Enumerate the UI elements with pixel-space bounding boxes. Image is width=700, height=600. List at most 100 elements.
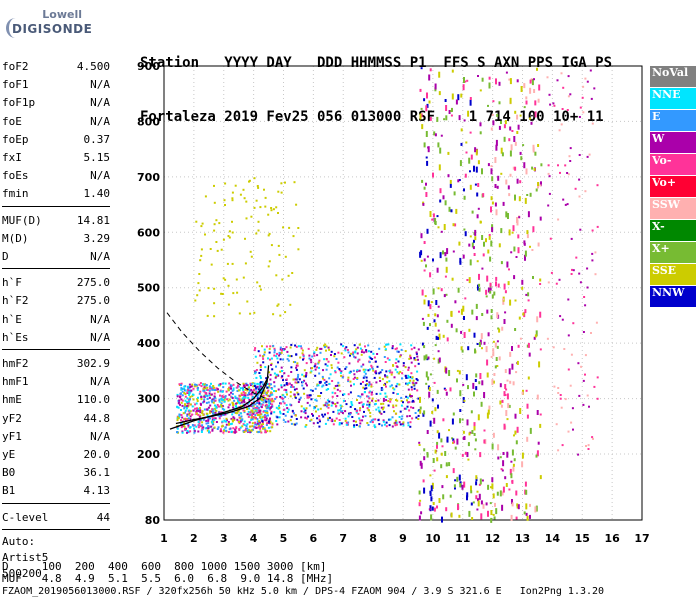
echo-point: [207, 418, 210, 421]
echo-point: [348, 362, 351, 365]
echo-point: [212, 388, 215, 391]
echo-point: [199, 382, 202, 385]
echo-point: [308, 354, 311, 357]
echo-point: [434, 313, 437, 317]
echo-point: [429, 211, 432, 217]
echo-point: [279, 395, 282, 398]
echo-point: [433, 357, 436, 360]
echo-point: [570, 353, 573, 356]
param-value: 14.81: [76, 213, 110, 227]
echo-point: [399, 410, 402, 413]
echo-point: [263, 427, 266, 430]
echo-point: [494, 502, 496, 507]
echo-point: [213, 386, 215, 389]
echo-point: [494, 342, 497, 348]
echo-point: [385, 385, 387, 388]
echo-point: [277, 190, 280, 193]
echo-point: [414, 365, 417, 368]
echo-point: [487, 484, 490, 490]
echo-point: [475, 481, 478, 486]
echo-point: [270, 406, 273, 408]
echo-point: [233, 418, 236, 421]
echo-point: [439, 199, 442, 203]
echo-point: [197, 424, 200, 427]
echo-point: [448, 462, 451, 467]
echo-point: [310, 398, 313, 401]
param-value: 44.8: [83, 411, 111, 425]
echo-point: [360, 365, 363, 368]
echo-point: [308, 394, 311, 397]
echo-point: [596, 376, 599, 379]
echo-point: [258, 387, 261, 390]
echo-point: [464, 297, 467, 300]
echo-point: [584, 190, 587, 193]
echo-point: [337, 409, 340, 412]
echo-point: [228, 422, 230, 425]
echo-point: [425, 105, 428, 112]
echo-point: [384, 348, 387, 351]
echo-point: [188, 393, 191, 396]
echo-point: [353, 424, 356, 427]
auto-scaling-line: Artist5: [2, 550, 49, 564]
echo-point: [257, 186, 260, 189]
echo-point: [234, 428, 237, 431]
dashed-model-curve: [166, 312, 269, 401]
echo-point: [266, 407, 268, 410]
echo-point: [578, 272, 581, 275]
echo-point: [344, 410, 347, 413]
echo-point: [282, 419, 285, 422]
echo-point: [546, 76, 549, 79]
echo-point: [518, 216, 521, 219]
echo-point: [382, 399, 385, 402]
echo-point: [201, 412, 204, 414]
param-value: 302.9: [76, 357, 110, 370]
echo-point: [228, 393, 231, 396]
echo-point: [591, 252, 594, 255]
echo-point: [380, 412, 383, 415]
echo-point: [316, 383, 319, 386]
echo-point: [502, 460, 505, 467]
echo-point: [259, 409, 262, 412]
echo-point: [202, 383, 205, 386]
echo-point: [269, 358, 271, 361]
echo-point: [552, 102, 555, 105]
echo-point: [426, 452, 429, 455]
echo-point: [338, 369, 341, 372]
echo-point: [469, 99, 472, 106]
echo-point: [186, 422, 189, 425]
auto-scaling-line: Auto:: [2, 534, 36, 548]
echo-point: [314, 374, 317, 377]
echo-point: [245, 382, 248, 385]
echo-point: [502, 298, 505, 305]
echo-point: [183, 418, 186, 421]
echo-point: [487, 287, 490, 293]
echo-point: [444, 200, 447, 206]
echo-point: [436, 215, 439, 218]
echo-point: [489, 290, 492, 294]
echo-point: [244, 384, 247, 387]
echo-point: [275, 406, 278, 409]
echo-point: [368, 383, 371, 386]
echo-point: [572, 269, 575, 272]
echo-point: [475, 166, 478, 173]
echo-point: [209, 387, 212, 390]
echo-point: [206, 394, 209, 397]
echo-point: [490, 168, 493, 175]
param-label: fxI: [2, 151, 22, 164]
echo-point: [365, 379, 368, 382]
param-value: 44: [96, 510, 110, 524]
echo-point: [423, 269, 426, 272]
echo-point: [242, 409, 245, 412]
echo-point: [436, 441, 439, 445]
echo-point: [297, 381, 300, 384]
echo-point: [504, 369, 507, 373]
echo-point: [400, 404, 403, 407]
echo-point: [244, 396, 247, 399]
echo-point: [247, 415, 250, 418]
echo-point: [265, 424, 268, 426]
echo-point: [369, 411, 372, 414]
param-separator: [2, 528, 110, 530]
echo-point: [262, 410, 265, 413]
echo-point: [285, 346, 288, 349]
echo-point: [592, 437, 594, 440]
